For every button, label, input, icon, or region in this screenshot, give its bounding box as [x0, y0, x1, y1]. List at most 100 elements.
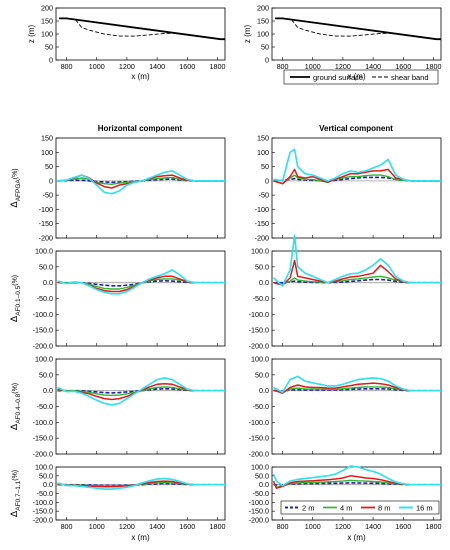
y-tick-label: -200.0 — [249, 516, 269, 525]
plot-frame-top-left — [55, 7, 226, 61]
y-tick-label: 100.0 — [35, 463, 53, 472]
y-tick-label: -200.0 — [33, 342, 53, 351]
x-tick-label: 1400 — [149, 522, 165, 531]
legend-label-16m: 16 m — [416, 504, 433, 513]
plot-frame-af0408-h — [55, 358, 226, 455]
x-tick-label: 1400 — [149, 62, 165, 71]
x-tick-label: 800 — [277, 62, 289, 71]
y-tick-label: 50.0 — [39, 471, 53, 480]
x-tick-label: 800 — [61, 522, 73, 531]
y-tick-label: -50.0 — [37, 489, 53, 498]
y-tick-label: 50.0 — [39, 370, 53, 379]
x-tick-label: 1600 — [395, 62, 411, 71]
y-tick-label: 100 — [41, 30, 53, 39]
y-tick-label: 0.0 — [43, 386, 53, 395]
y-tick-label: 200 — [257, 4, 269, 13]
plot-frame-af0408-v — [271, 358, 442, 455]
shear-band-line — [75, 19, 177, 37]
series-line-16m — [57, 377, 225, 406]
y-tick-label: 0 — [265, 56, 269, 65]
x-tick-label: 1800 — [209, 522, 225, 531]
y-tick-label: 100 — [257, 30, 269, 39]
y-tick-label: -200 — [255, 234, 269, 243]
y-tick-label: -200 — [39, 234, 53, 243]
y-tick-label: -150 — [39, 219, 53, 228]
y-tick-label: -150 — [255, 219, 269, 228]
heading-vertical: Vertical component — [319, 124, 393, 133]
series-line-16m — [57, 477, 225, 490]
y-tick-label: -200.0 — [33, 516, 53, 525]
y-tick-label: -150.0 — [249, 326, 269, 335]
y-tick-label: -150.0 — [33, 326, 53, 335]
y-tick-label: 0.0 — [259, 386, 269, 395]
x-axis-label: x (m) — [347, 533, 366, 542]
y-tick-label: -100.0 — [33, 418, 53, 427]
x-tick-label: 1200 — [335, 62, 351, 71]
y-tick-label: 150 — [41, 134, 53, 143]
y-tick-label: 50 — [261, 43, 269, 52]
x-tick-label: 1200 — [119, 522, 135, 531]
plot-frame-af0105-h — [55, 250, 226, 347]
series-line-16m — [57, 170, 225, 195]
series-line-16m — [272, 465, 441, 487]
plot-frame-pga-v — [271, 137, 442, 239]
heading-horizontal: Horizontal component — [98, 124, 183, 133]
y-tick-label: 50 — [261, 162, 269, 171]
y-tick-label: 0 — [49, 56, 53, 65]
plot-frame-af0711-h — [55, 466, 226, 521]
y-tick-label: 0.0 — [259, 278, 269, 287]
y-axis-label: ΔAF0.4–0.8(%) — [9, 383, 22, 430]
ground-surface-line — [275, 17, 441, 41]
series-line-16m — [273, 375, 441, 394]
y-tick-label: 50 — [45, 43, 53, 52]
x-tick-label: 1000 — [89, 522, 105, 531]
y-tick-label: 0.0 — [259, 480, 269, 489]
x-tick-label: 800 — [277, 522, 289, 531]
x-tick-label: 1400 — [365, 522, 381, 531]
y-tick-label: 50.0 — [255, 370, 269, 379]
series-line-16m — [57, 269, 225, 295]
y-axis-label: ΔAF0.1–0.5(%) — [9, 275, 22, 322]
y-tick-label: 150 — [257, 134, 269, 143]
y-tick-label: 100 — [41, 148, 53, 157]
y-axis-label: z (m) — [243, 25, 252, 44]
y-tick-label: 150 — [41, 17, 53, 26]
y-tick-label: 150 — [257, 17, 269, 26]
legend-label-shear: shear band — [391, 73, 429, 82]
legend-box-series — [280, 500, 440, 515]
y-tick-label: 50.0 — [255, 262, 269, 271]
y-tick-label: -100.0 — [249, 418, 269, 427]
y-tick-label: -50.0 — [37, 402, 53, 411]
y-tick-label: -200.0 — [249, 450, 269, 459]
y-tick-label: -150.0 — [249, 507, 269, 516]
x-tick-label: 1000 — [305, 62, 321, 71]
x-tick-label: 1000 — [305, 522, 321, 531]
y-axis-label: ΔAF0.7–1.1(%) — [9, 470, 22, 517]
x-tick-label: 1600 — [395, 522, 411, 531]
plot-frame-top-right — [271, 7, 442, 61]
y-tick-label: 0.0 — [43, 278, 53, 287]
y-tick-label: -200.0 — [33, 450, 53, 459]
y-tick-label: 50 — [45, 162, 53, 171]
y-tick-label: -50.0 — [37, 294, 53, 303]
y-tick-label: -50 — [259, 191, 269, 200]
x-tick-label: 1800 — [209, 62, 225, 71]
legend-label-ground: ground surface — [313, 73, 363, 82]
series-line-16m — [273, 148, 441, 182]
y-tick-label: -50.0 — [253, 294, 269, 303]
y-tick-label: 0.0 — [43, 480, 53, 489]
legend-box-geometry — [283, 69, 439, 85]
series-line-16m — [272, 234, 441, 287]
plot-frame-pga-h — [55, 137, 226, 239]
y-tick-label: -100.0 — [249, 310, 269, 319]
y-tick-label: 100.0 — [35, 247, 53, 256]
y-tick-label: 50.0 — [39, 262, 53, 271]
x-tick-label: 1800 — [425, 522, 441, 531]
y-tick-label: -200.0 — [249, 342, 269, 351]
shear-band-line — [291, 19, 393, 37]
y-tick-label: 100.0 — [251, 355, 269, 364]
y-tick-label: -150.0 — [33, 434, 53, 443]
legend-label-2m: 2 m — [302, 504, 315, 513]
ground-surface-line — [59, 17, 225, 41]
